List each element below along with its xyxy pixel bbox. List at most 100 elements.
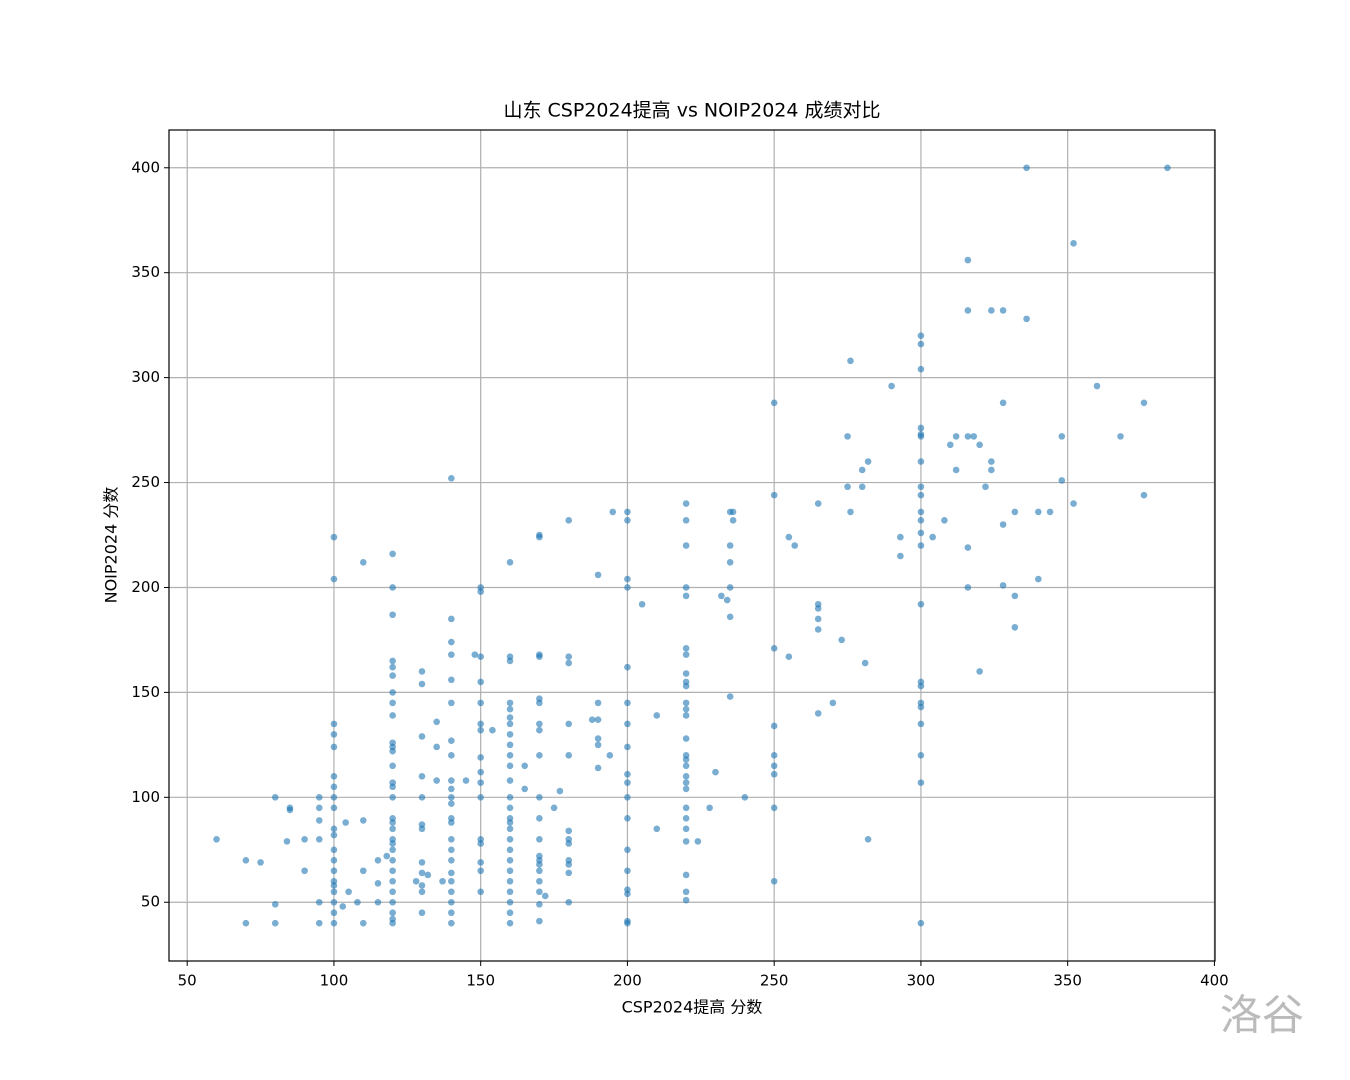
point (594, 735, 602, 742)
point (682, 735, 690, 742)
point (389, 846, 396, 854)
point (565, 861, 573, 868)
point (785, 533, 793, 541)
point (471, 651, 479, 658)
point (682, 705, 690, 713)
point (682, 670, 690, 677)
point (506, 804, 514, 812)
point (565, 898, 573, 906)
point (315, 835, 323, 843)
point (389, 783, 396, 791)
point (814, 615, 822, 623)
point (418, 668, 426, 675)
point (682, 712, 690, 719)
point (412, 877, 420, 885)
point (536, 653, 543, 661)
point (565, 827, 573, 835)
point (624, 846, 631, 854)
point (389, 663, 396, 671)
point (624, 779, 631, 786)
point (594, 571, 602, 579)
point (506, 762, 514, 770)
point (448, 737, 455, 744)
point (477, 726, 484, 734)
point (389, 909, 396, 917)
x-tick-label: 200 (613, 972, 642, 990)
x-tick-label: 100 (320, 972, 349, 990)
point (682, 871, 690, 879)
point (330, 898, 338, 906)
points (213, 164, 1171, 927)
point (433, 777, 440, 784)
point (330, 731, 338, 738)
point (1035, 508, 1042, 516)
point (814, 626, 822, 633)
point (706, 804, 713, 812)
point (624, 919, 631, 927)
point (988, 458, 995, 465)
point (588, 716, 596, 723)
point (536, 861, 543, 868)
point (594, 764, 602, 772)
point (301, 867, 308, 875)
point (389, 919, 396, 927)
point (594, 716, 602, 723)
point (682, 773, 690, 780)
point (929, 533, 936, 541)
point (374, 880, 382, 887)
point (448, 877, 455, 885)
point (1164, 164, 1171, 172)
point (785, 653, 793, 661)
point (770, 722, 778, 730)
point (976, 441, 983, 449)
point (858, 466, 866, 474)
point (1023, 164, 1030, 172)
point (389, 699, 396, 707)
point (506, 741, 514, 749)
point (565, 659, 573, 667)
point (847, 357, 854, 365)
point (941, 517, 948, 524)
point (521, 762, 529, 770)
point (536, 533, 543, 541)
point (624, 517, 631, 524)
y-tick-label: 100 (131, 788, 160, 806)
point (271, 901, 279, 908)
point (315, 794, 323, 801)
point (506, 720, 514, 728)
point (999, 582, 1007, 589)
point (682, 592, 690, 600)
point (424, 871, 432, 879)
point (791, 542, 799, 549)
point (988, 307, 995, 314)
point (374, 856, 382, 864)
point (439, 877, 446, 885)
point (448, 638, 455, 646)
chart-title: 山东 CSP2024提高 vs NOIP2024 成绩对比 (503, 100, 880, 122)
point (433, 743, 440, 751)
point (315, 817, 323, 824)
point (888, 382, 895, 390)
point (556, 787, 564, 795)
point (1058, 433, 1066, 440)
point (330, 794, 338, 801)
x-axis-label: CSP2024提高 分数 (622, 998, 763, 1017)
point (389, 657, 396, 665)
point (389, 819, 396, 826)
point (594, 699, 602, 707)
point (506, 731, 514, 738)
point (624, 743, 631, 751)
point (242, 919, 250, 927)
point (1058, 477, 1066, 484)
point (917, 703, 925, 711)
point (389, 825, 396, 833)
point (1046, 508, 1054, 516)
point (726, 558, 734, 566)
point (536, 835, 543, 843)
point (682, 762, 690, 770)
point (976, 668, 983, 675)
point (624, 575, 631, 583)
point (536, 720, 543, 728)
point (374, 898, 382, 906)
point (536, 699, 543, 707)
